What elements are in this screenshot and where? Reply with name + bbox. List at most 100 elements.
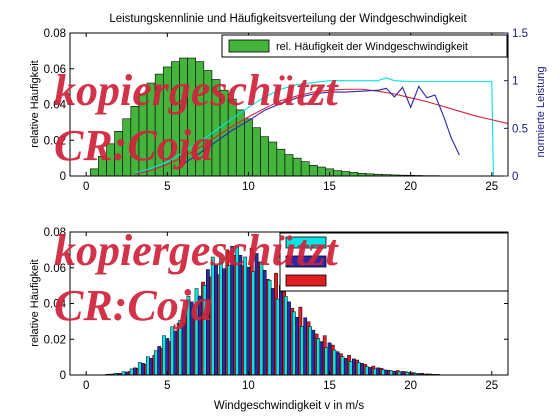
- bottom-bars: [105, 246, 441, 376]
- top-y-axis-label: relative Häufigkeit: [29, 60, 41, 147]
- bottom-x-axis-label: Windgeschwindigkeit v in m/s: [214, 400, 364, 412]
- bottom-bar: [335, 351, 340, 376]
- bottom-bar: [356, 362, 361, 376]
- bottom-bar: [129, 368, 134, 376]
- top-y2-ticks: 0 0.5 1 1.5: [504, 28, 528, 183]
- bottom-bar: [267, 279, 272, 376]
- bottom-bar: [149, 358, 153, 376]
- top-bar: [268, 141, 278, 177]
- bottom-bar: [360, 363, 364, 376]
- y-tick-label: 0.06: [44, 64, 66, 76]
- power-series-line-3: [183, 85, 460, 165]
- y-tick-label: 0.02: [44, 135, 66, 147]
- bottom-bar: [308, 326, 312, 376]
- top-bar: [284, 154, 294, 177]
- bottom-legend-swatch-1: [285, 236, 327, 249]
- top-legend: rel. Häufigkeit der Windgeschwindigkeit: [221, 34, 508, 58]
- y-tick-label: 0.04: [44, 100, 67, 112]
- top-bar: [252, 127, 261, 177]
- bottom-bar: [400, 371, 405, 376]
- bottom-bar: [283, 296, 288, 376]
- bottom-bar: [340, 356, 345, 376]
- top-y2-axis-label: normierte Leistung: [535, 66, 547, 157]
- bottom-y-ticks: 0 0.02 0.04 0.06 0.08: [44, 227, 508, 382]
- x-tick-label: 20: [404, 380, 417, 392]
- bottom-bar: [376, 367, 381, 376]
- x-tick-label: 10: [242, 181, 255, 193]
- top-y-ticks: 0 0.02 0.04 0.06 0.08: [44, 28, 74, 183]
- bottom-bar: [348, 361, 353, 376]
- bottom-bar: [246, 266, 251, 376]
- watermark: kopiergeschützt CR:Coja kopiergeschützt …: [54, 66, 339, 330]
- bottom-bar: [218, 258, 223, 376]
- bottom-bar: [222, 268, 226, 376]
- top-power-lines: [134, 77, 509, 177]
- bottom-y-axis-label: relative Häufigkeit: [29, 259, 41, 346]
- bottom-legend: [279, 232, 509, 292]
- bottom-bar: [352, 358, 356, 376]
- bottom-bar: [287, 301, 291, 376]
- x-tick-label: 0: [83, 181, 89, 193]
- power-series-line-1: [134, 77, 508, 177]
- bottom-bar: [295, 317, 299, 376]
- y-tick-label: 0.02: [44, 334, 66, 346]
- bottom-bar: [275, 298, 280, 376]
- bottom-bar: [262, 270, 267, 376]
- top-bar: [308, 164, 318, 177]
- y2-tick-label: 1: [512, 76, 518, 88]
- bottom-bar: [157, 346, 162, 376]
- bottom-bar: [311, 329, 316, 376]
- top-chart: Leistungskennlinie und Häufigkeitsvertei…: [29, 13, 547, 193]
- bottom-bar: [300, 326, 304, 376]
- bottom-bar: [162, 335, 166, 376]
- bottom-chart: 0 5 10 15 20 25 0 0.02 0.04 0.06 0.08 relative Hä…: [29, 227, 509, 412]
- top-bar: [300, 161, 310, 177]
- top-legend-box: [221, 34, 508, 58]
- bottom-bar: [270, 288, 275, 376]
- bottom-bar: [303, 317, 308, 376]
- top-bar: [317, 166, 326, 177]
- bottom-bar: [324, 347, 329, 376]
- x-tick-label: 15: [323, 181, 336, 193]
- top-legend-swatch: [228, 39, 270, 53]
- top-bar: [276, 148, 286, 177]
- bottom-bar: [368, 367, 372, 376]
- bottom-bar: [227, 265, 231, 376]
- bottom-bar: [343, 358, 348, 376]
- bottom-legend-swatch-3: [285, 274, 327, 287]
- y2-tick-label: 0.5: [512, 123, 528, 135]
- bottom-bar: [165, 338, 170, 376]
- bottom-bar: [137, 362, 142, 376]
- x-tick-label: 0: [83, 380, 89, 392]
- bottom-bar: [316, 338, 321, 376]
- y-tick-label: 0.06: [44, 263, 66, 275]
- bottom-bar: [332, 349, 337, 376]
- y2-tick-label: 0: [512, 171, 518, 183]
- bottom-bar: [170, 326, 175, 376]
- bottom-bar: [381, 369, 385, 376]
- bottom-bar: [251, 271, 256, 376]
- watermark-line-1-bottom: kopiergeschützt: [54, 226, 339, 275]
- x-tick-label: 5: [164, 181, 170, 193]
- top-legend-label: rel. Häufigkeit der Windgeschwindigkeit: [276, 41, 468, 53]
- x-tick-label: 5: [164, 380, 170, 392]
- bottom-bar: [279, 285, 283, 376]
- bottom-bar: [133, 367, 137, 376]
- bottom-bar: [392, 370, 397, 376]
- bottom-x-ticks: 0 5 10 15 20 25: [83, 232, 498, 392]
- bottom-bar: [364, 366, 369, 376]
- bottom-legend-swatch-2: [285, 255, 327, 268]
- top-chart-title: Leistungskennlinie und Häufigkeitsvertei…: [109, 13, 467, 25]
- top-bar: [292, 157, 302, 177]
- bottom-bar: [291, 311, 296, 376]
- top-bar: [349, 172, 359, 177]
- top-bar: [260, 136, 270, 177]
- y-tick-label: 0.08: [44, 28, 66, 40]
- y-tick-label: 0.08: [44, 227, 66, 239]
- x-tick-label: 20: [404, 181, 417, 193]
- bottom-bar: [154, 350, 158, 376]
- bottom-bar: [141, 363, 145, 376]
- bottom-bar: [384, 369, 389, 376]
- bottom-bar: [259, 262, 264, 376]
